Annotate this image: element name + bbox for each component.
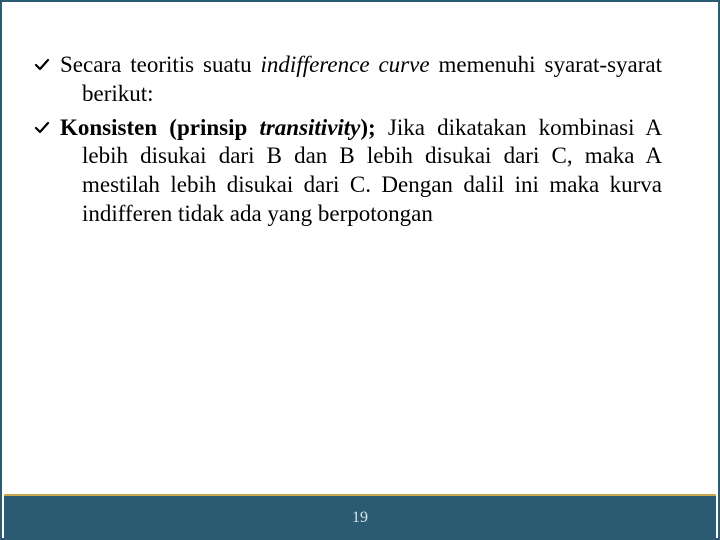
slide-content: Secara teoritis suatu indifference curve… bbox=[2, 2, 718, 229]
footer-bar: 19 bbox=[4, 498, 716, 538]
bullet-text: Konsisten (prinsip transitivity); Jika d… bbox=[60, 115, 662, 226]
slide-container: Secara teoritis suatu indifference curve… bbox=[0, 0, 720, 540]
page-number: 19 bbox=[352, 509, 368, 527]
bullet-item: Secara teoritis suatu indifference curve… bbox=[58, 50, 662, 109]
bullet-item: Konsisten (prinsip transitivity); Jika d… bbox=[58, 113, 662, 229]
bullet-text: Secara teoritis suatu indifference curve… bbox=[60, 52, 662, 106]
slide-footer: 19 bbox=[4, 494, 716, 538]
